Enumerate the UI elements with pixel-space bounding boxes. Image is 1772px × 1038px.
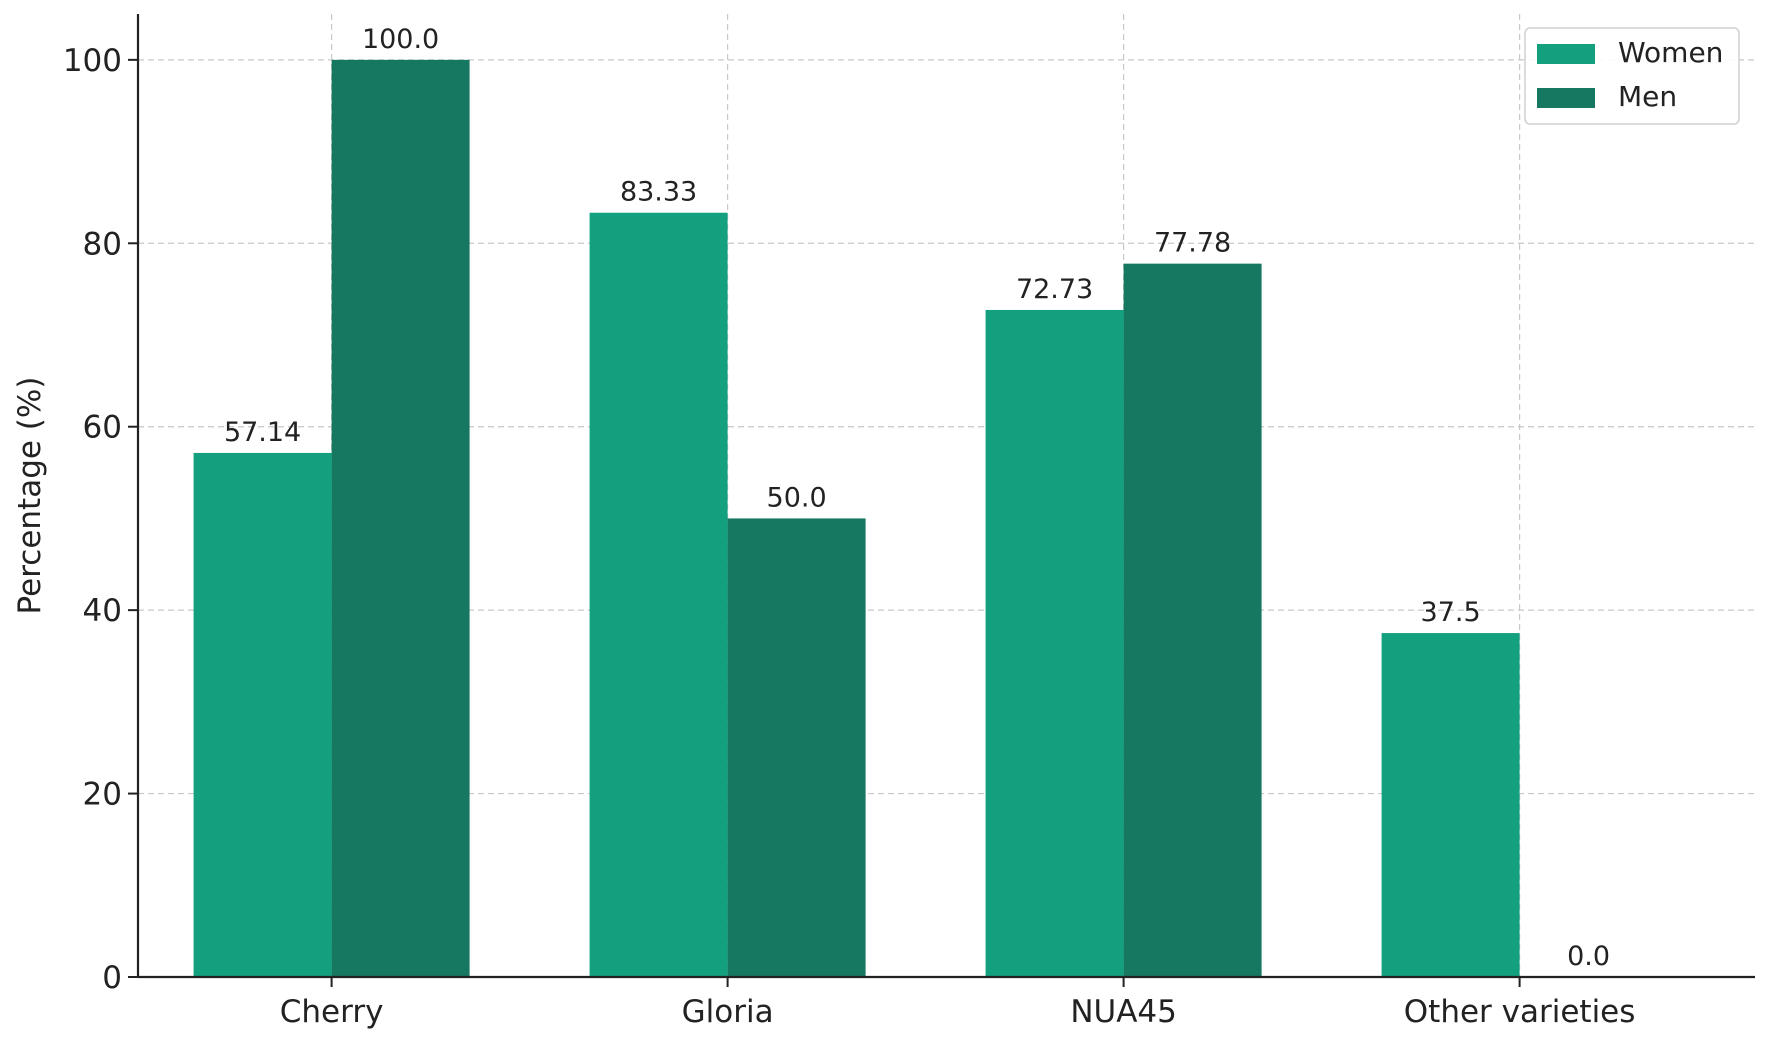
x-tick-label: Gloria (682, 994, 774, 1030)
bar-men-cherry[interactable] (331, 59, 470, 978)
axes (128, 14, 1755, 987)
data-labels: 57.14 83.33 72.73 37.5 100.0 50.0 77.78 0.0 (224, 24, 1610, 972)
data-label: 100.0 (362, 24, 439, 55)
bar-women-nua45[interactable] (985, 309, 1124, 977)
x-tick-label: Cherry (280, 994, 384, 1030)
data-label: 72.73 (1016, 274, 1093, 305)
bars (193, 59, 1520, 978)
data-label: 77.78 (1154, 228, 1231, 259)
bar-men-nua45[interactable] (1123, 263, 1262, 978)
data-label: 57.14 (224, 417, 301, 448)
data-label: 50.0 (767, 482, 827, 513)
legend-swatch-women (1537, 44, 1595, 64)
y-tick-label: 20 (83, 777, 122, 813)
y-tick-label: 60 (83, 410, 122, 446)
bar-men-gloria[interactable] (727, 518, 866, 977)
legend-label-women: Women (1618, 36, 1723, 69)
y-axis-label: Percentage (%) (12, 377, 48, 615)
legend-swatch-men (1537, 88, 1595, 108)
y-tick-label: 100 (63, 43, 122, 79)
tick-labels: 0 20 40 60 80 100 Cherry Gloria NUA45 Other varie… (63, 43, 1636, 1030)
y-tick-label: 80 (83, 226, 122, 262)
bar-women-other-varieties[interactable] (1381, 633, 1520, 977)
legend-label-men: Men (1618, 80, 1677, 113)
data-label: 0.0 (1567, 941, 1610, 972)
bar-women-cherry[interactable] (193, 452, 332, 977)
data-label: 37.5 (1421, 597, 1481, 628)
y-tick-label: 40 (83, 593, 122, 629)
legend[interactable]: Women Men (1524, 27, 1740, 125)
x-tick-label: NUA45 (1070, 994, 1177, 1030)
bar-women-gloria[interactable] (589, 212, 728, 977)
data-label: 83.33 (620, 177, 697, 208)
x-tick-label: Other varieties (1404, 994, 1636, 1030)
y-tick-label: 0 (102, 960, 122, 996)
